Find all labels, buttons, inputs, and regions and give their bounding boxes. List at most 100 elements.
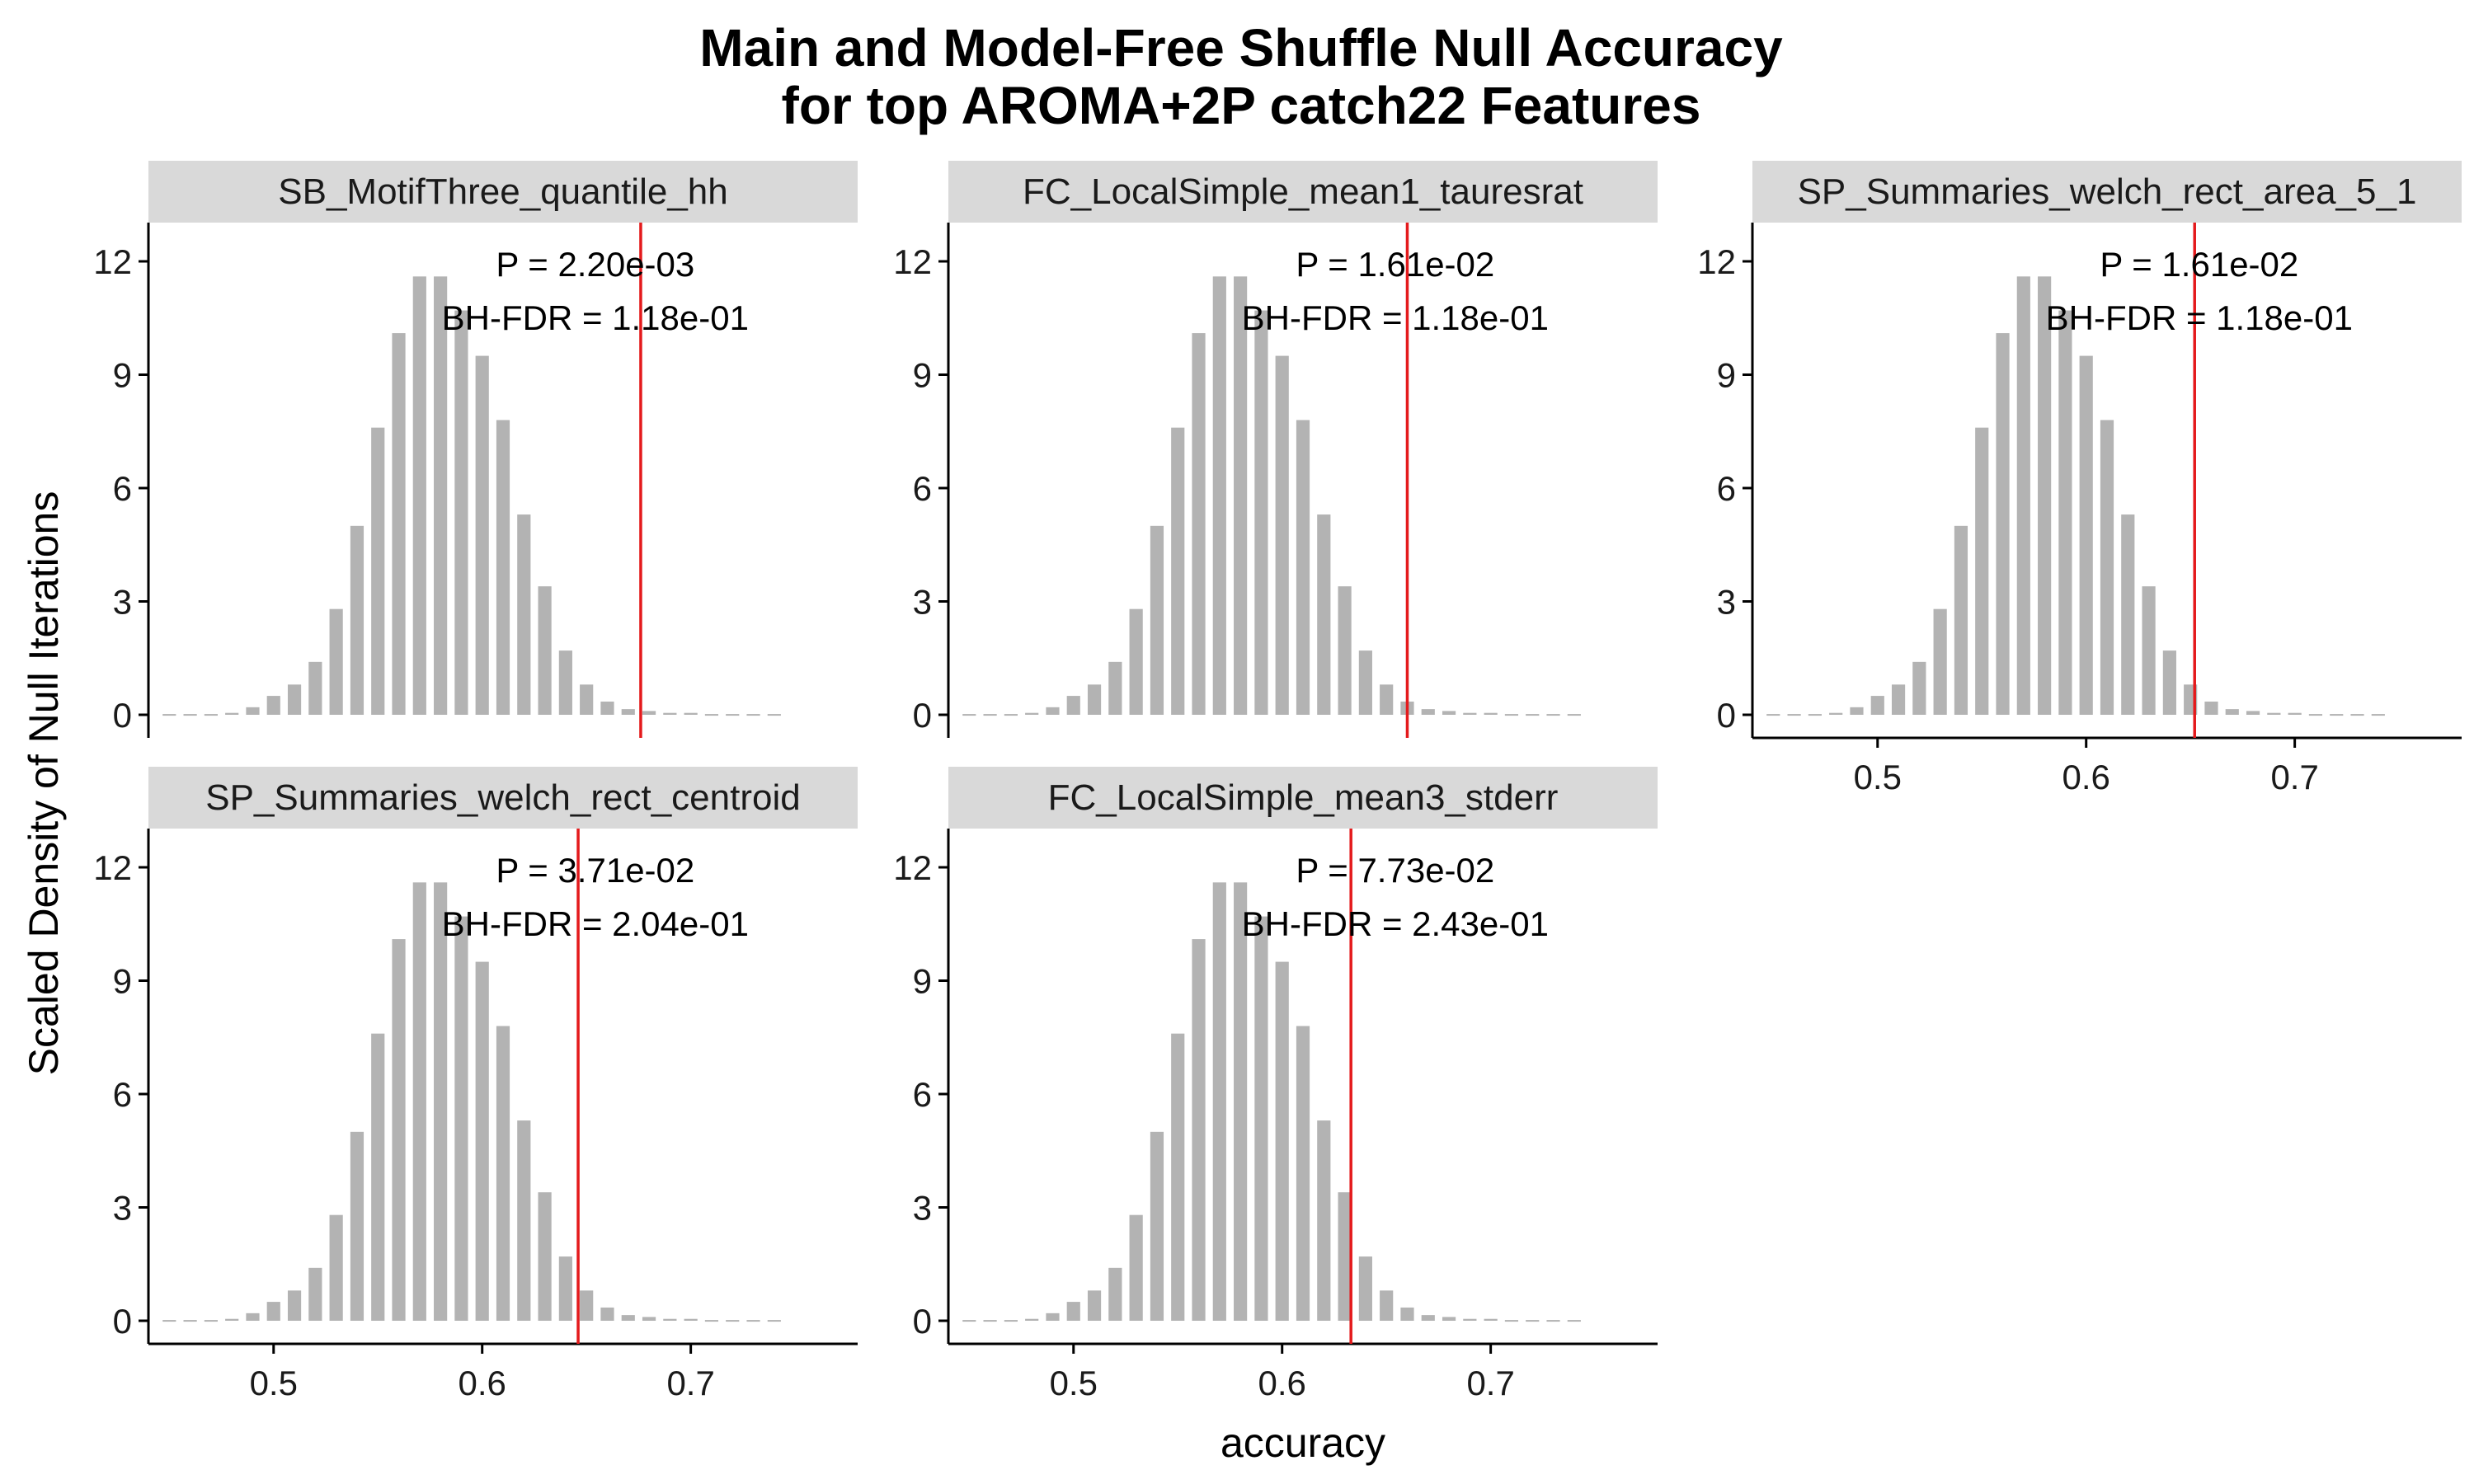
histogram-bar	[600, 1307, 614, 1321]
histogram-bar	[1504, 1320, 1519, 1322]
facet-panels: SB_MotifThree_quantile_hh 0 3 6 9 12 P = 2.20e…	[93, 161, 2462, 1402]
histogram-bar	[642, 1317, 656, 1321]
histogram-bar	[246, 707, 260, 715]
histogram-bar	[1066, 696, 1080, 715]
histogram-bar	[246, 1313, 260, 1321]
facet-label: SP_Summaries_welch_rect_area_5_1	[1798, 171, 2417, 212]
histogram-bar	[434, 276, 448, 715]
histogram-bar	[2308, 714, 2323, 716]
y-tick-label: 3	[913, 583, 932, 622]
histogram-bar	[580, 1290, 594, 1321]
x-axis-title: accuracy	[1221, 1420, 1385, 1466]
histogram-bar	[1442, 711, 1456, 715]
histogram-bar	[962, 714, 976, 716]
y-tick-label: 0	[113, 696, 132, 735]
facet-strip	[148, 161, 858, 223]
histogram-bar	[1317, 1120, 1331, 1321]
histogram-bar	[1338, 586, 1352, 715]
histogram-bar	[392, 333, 406, 715]
histogram-bar	[1400, 1307, 1414, 1321]
histogram-bar	[1358, 1256, 1372, 1321]
histogram-bar	[1108, 661, 1122, 715]
x-tick-label: 0.6	[1258, 1364, 1306, 1402]
y-tick-label: 9	[113, 356, 132, 395]
histogram-bar	[475, 355, 489, 715]
histogram-bar	[767, 1320, 781, 1322]
histogram-bar	[454, 310, 468, 715]
histogram-bar	[1546, 1320, 1560, 1322]
histogram-bar	[308, 1267, 322, 1321]
histogram-bar	[1087, 684, 1102, 715]
histogram-bar	[1975, 427, 1989, 715]
facet-label: SP_Summaries_welch_rect_centroid	[205, 777, 800, 818]
p-value-label: P = 2.20e-03	[496, 245, 694, 284]
chart-title: Main and Model-Free Shuffle Null Accurac…	[699, 18, 1783, 77]
histogram-bar	[1463, 712, 1477, 715]
facet-label: SB_MotifThree_quantile_hh	[278, 171, 727, 212]
histogram-bar	[1954, 525, 1968, 715]
histogram-bar	[726, 1320, 740, 1322]
histogram-bar	[1129, 608, 1143, 715]
histogram-bar	[1829, 712, 1843, 715]
histogram-bar	[1171, 427, 1185, 715]
histogram-bar	[1484, 1318, 1498, 1321]
y-tick-label: 3	[913, 1189, 932, 1228]
histogram-bar	[1046, 707, 1060, 715]
histogram-bar	[580, 684, 594, 715]
y-tick-label: 6	[113, 1075, 132, 1114]
y-tick-label: 9	[913, 356, 932, 395]
histogram-bar	[2246, 711, 2260, 715]
facet-strip	[148, 767, 858, 829]
histogram-bar	[1171, 1033, 1185, 1321]
histogram-bar	[2058, 310, 2072, 715]
histogram-bar	[746, 1320, 760, 1322]
histogram-bar	[1338, 1192, 1352, 1321]
y-tick-label: 12	[893, 848, 932, 887]
histogram-bar	[2162, 650, 2176, 715]
p-value-label: P = 7.73e-02	[1296, 851, 1494, 890]
x-tick-label: 0.5	[1854, 758, 1902, 796]
facet-panel: SP_Summaries_welch_rect_centroid 0 3 6 9 12 0.…	[93, 767, 858, 1402]
facet-strip	[948, 767, 1658, 829]
y-tick-label: 9	[1717, 356, 1736, 395]
histogram-bar	[329, 1214, 343, 1321]
histogram-bar	[1025, 712, 1039, 715]
histogram-bar	[1108, 1267, 1122, 1321]
facet-panel: FC_LocalSimple_mean3_stderr 0 3 6 9 12 0.5 0.6 0…	[893, 767, 1658, 1402]
histogram-bar	[1996, 333, 2010, 715]
histogram-bar	[266, 1302, 280, 1321]
x-tick-label: 0.7	[2270, 758, 2318, 796]
histogram-bar	[1787, 714, 1801, 716]
histogram-bar	[204, 714, 218, 716]
p-value-label: P = 1.61e-02	[2100, 245, 2298, 284]
histogram-bar	[2079, 355, 2093, 715]
histogram-bar	[517, 514, 531, 715]
histogram-bar	[1463, 1318, 1477, 1321]
facet-label: FC_LocalSimple_mean3_stderr	[1048, 777, 1559, 818]
histogram-bar	[1212, 276, 1226, 715]
y-tick-label: 6	[913, 469, 932, 508]
y-tick-label: 6	[113, 469, 132, 508]
histogram-bar	[1192, 939, 1206, 1321]
bh-fdr-label: BH-FDR = 1.18e-01	[1242, 298, 1549, 337]
histogram-bar	[350, 525, 365, 715]
y-tick-label: 6	[1717, 469, 1736, 508]
histogram-bar	[162, 1320, 176, 1322]
histogram-bar	[1484, 712, 1498, 715]
histogram-bar	[704, 1320, 719, 1322]
histogram-bar	[663, 1318, 677, 1321]
y-tick-label: 9	[913, 962, 932, 1001]
histogram-bar	[1234, 276, 1248, 715]
histogram-bar	[266, 696, 280, 715]
histogram-bar	[684, 1318, 698, 1321]
histogram-bar	[1380, 1290, 1394, 1321]
y-tick-label: 3	[113, 1189, 132, 1228]
histogram-bar	[1004, 714, 1018, 716]
histogram-bar	[204, 1320, 218, 1322]
y-tick-label: 0	[113, 1302, 132, 1341]
histogram-bar	[1526, 714, 1540, 716]
facet-label: FC_LocalSimple_mean1_tauresrat	[1023, 171, 1583, 212]
histogram-bar	[1066, 1302, 1080, 1321]
histogram-bar	[1567, 1320, 1581, 1322]
histogram-bar	[2371, 714, 2385, 716]
